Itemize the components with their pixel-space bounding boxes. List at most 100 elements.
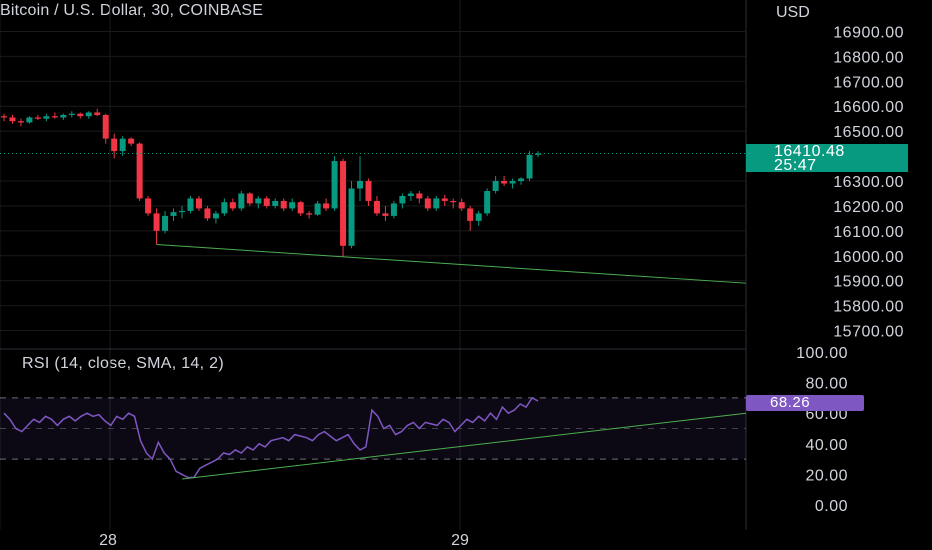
rsi-tick-label: 40.00 — [805, 437, 848, 454]
candle-body — [212, 213, 219, 219]
candle-body — [340, 161, 347, 246]
price-tick-label: 16500.00 — [833, 124, 904, 141]
time-axis-label: 28 — [99, 532, 117, 549]
candle-body — [518, 178, 525, 182]
candle-body — [204, 208, 211, 219]
candle-body — [1, 116, 7, 118]
candle-body — [331, 161, 338, 209]
price-tick-label: 16700.00 — [833, 74, 904, 91]
candle-body — [272, 200, 279, 206]
candle-body — [94, 112, 101, 115]
price-tick-label: 15700.00 — [833, 324, 904, 341]
candle-body — [187, 198, 194, 211]
candle-body — [475, 213, 482, 221]
candle-body — [501, 181, 508, 184]
candle-body — [195, 198, 202, 209]
candle-body — [492, 181, 499, 191]
candle-body — [535, 153, 541, 155]
candle-body — [467, 208, 474, 221]
rsi-tick-label: 100.00 — [796, 345, 848, 362]
candle-body — [416, 193, 423, 199]
price-tick-label: 16300.00 — [833, 174, 904, 191]
last-price-value: 16410.48 — [774, 143, 845, 160]
candle-body — [9, 117, 16, 122]
candle-body — [458, 202, 465, 209]
rsi-tick-label: 0.00 — [815, 498, 848, 515]
candle-body — [179, 210, 185, 213]
candle-body — [238, 193, 245, 209]
rsi-tick-label: 80.00 — [805, 376, 848, 393]
candle-body — [68, 113, 75, 115]
rsi-polyline — [3, 396, 539, 479]
candle-body — [221, 202, 228, 214]
candle-body — [263, 198, 270, 206]
candle-body — [229, 202, 236, 209]
candle-body — [111, 138, 118, 152]
candle-body — [365, 181, 372, 201]
candle-body — [43, 116, 50, 119]
candle-body — [441, 198, 448, 201]
axes: 16900.00 16800.00 16700.00 16600.00 16500.00… — [99, 4, 904, 549]
candle-body — [373, 200, 380, 214]
price-tick-label: 16600.00 — [833, 99, 904, 116]
candle-body — [102, 114, 109, 139]
candle-body — [34, 117, 41, 119]
time-axis-label: 29 — [451, 532, 469, 549]
last-price-badge: 16410.48 25:47 — [746, 143, 908, 174]
candle-body — [153, 213, 160, 231]
candlestick-series — [0, 108, 746, 258]
candle-body — [348, 188, 355, 246]
candle-body — [280, 200, 287, 209]
price-tick-label: 16200.00 — [833, 199, 904, 216]
candle-body — [77, 113, 84, 117]
candle-body — [60, 114, 67, 118]
price-tick-label: 16100.00 — [833, 224, 904, 241]
candle-body — [162, 215, 169, 231]
candle-body — [297, 202, 304, 214]
candle-body — [450, 200, 457, 203]
candle-body — [255, 198, 262, 204]
candle-body — [246, 193, 253, 204]
candle-body — [289, 202, 296, 209]
candle-body — [119, 138, 126, 152]
candle-body — [399, 195, 406, 204]
candle-body — [526, 154, 533, 179]
candle-body — [509, 181, 516, 184]
candle-body — [17, 121, 24, 123]
candle-body — [51, 116, 58, 118]
rsi-band — [0, 397, 746, 460]
candle-body — [382, 213, 389, 216]
candle-body — [424, 198, 431, 209]
candle-body — [357, 181, 363, 189]
candle-body — [314, 203, 321, 215]
candle-body — [433, 198, 440, 209]
rsi-trendline-segment — [181, 412, 747, 480]
rsi-line — [3, 396, 747, 480]
candle-body — [136, 143, 143, 199]
price-tick-label: 16800.00 — [833, 49, 904, 66]
price-tick-label: 15900.00 — [833, 274, 904, 291]
rsi-tick-label: 20.00 — [805, 467, 848, 484]
candle-body — [145, 198, 152, 214]
candle-body — [484, 190, 491, 214]
price-trendline-segment — [156, 244, 747, 284]
currency-label: USD — [776, 4, 810, 21]
candle-body — [170, 212, 177, 216]
chart-title: Bitcoin / U.S. Dollar, 30, COINBASE — [0, 2, 264, 19]
price-tick-label: 16000.00 — [833, 249, 904, 266]
price-trendline — [156, 244, 747, 284]
rsi-value-badge: 68.26 — [746, 395, 864, 411]
candle-body — [306, 213, 313, 215]
bar-countdown: 25:47 — [774, 157, 817, 174]
candle-body — [128, 138, 135, 144]
price-tick-label: 16900.00 — [833, 24, 904, 41]
candle-body — [323, 203, 330, 209]
rsi-indicator-title: RSI (14, close, SMA, 14, 2) — [22, 355, 224, 372]
chart-grid — [0, 0, 747, 530]
candle-body — [85, 112, 92, 117]
candle-body — [407, 193, 414, 196]
price-tick-label: 15800.00 — [833, 299, 904, 316]
candle-body — [390, 203, 397, 216]
candle-body — [26, 117, 33, 123]
